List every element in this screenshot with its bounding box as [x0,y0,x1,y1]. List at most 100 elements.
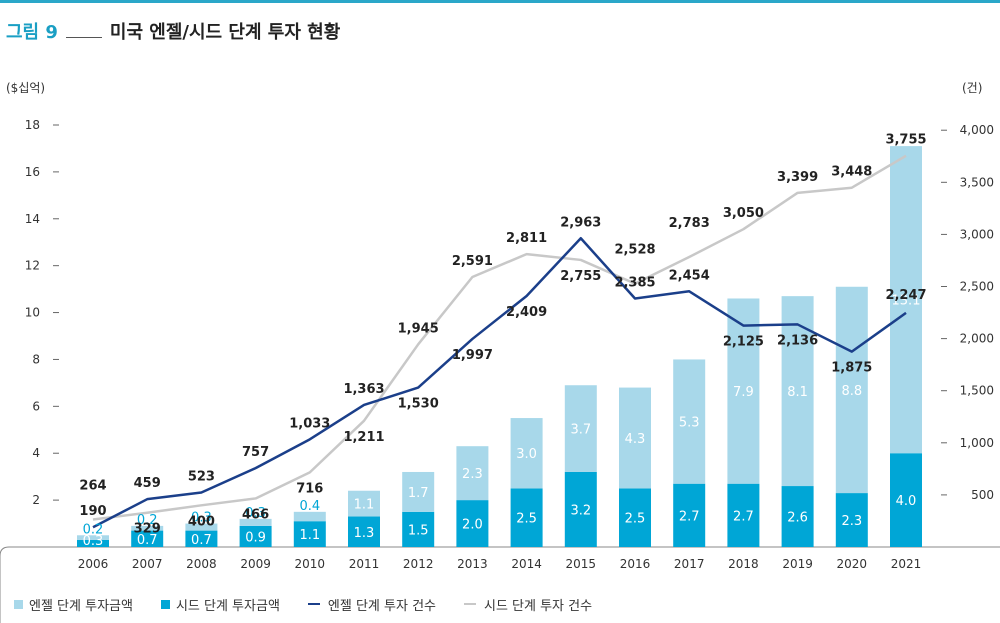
seed-bar-label: 2.7 [733,509,754,524]
angel-count-label: 1,530 [398,397,439,412]
right-axis-unit: (건) [962,81,982,95]
seed-bar-label: 2.0 [462,518,483,533]
labels-layer: 0.30.20.70.20.70.30.90.31.10.41.31.11.51… [79,133,926,549]
seed-bar [348,516,380,547]
x-tick-label: 2018 [728,557,759,571]
seed-bar [456,500,489,547]
x-tick-label: 2020 [837,557,868,571]
angel-bar [131,525,164,531]
legend-label-seed-count: 시드 단계 투자 건수 [483,598,593,614]
angel-bar-label: 8.1 [787,385,808,400]
angel-count-label: 2,247 [885,288,926,303]
seed-bar-label: 3.2 [570,503,591,518]
angel-bar [835,286,868,494]
seed-count-label: 1,211 [343,430,384,445]
left-tick-label: 16 [25,165,40,179]
seed-bar-label: 0.3 [83,534,104,549]
legend-swatch-seed-bar [160,599,170,609]
angel-bar [77,535,109,540]
bars-layer [77,146,922,547]
seed-bar-label: 1.3 [354,526,375,541]
left-tick-label: 14 [25,212,40,226]
right-tick-label: 1,000 [960,436,994,450]
right-tick-label: 2,500 [960,280,994,294]
right-tick-label: 500 [971,488,994,502]
angel-bar [293,511,326,522]
x-tick-label: 2010 [295,557,326,571]
seed-bar-label: 0.9 [245,530,266,545]
top-accent-rule [0,0,1000,3]
angel-bar [727,298,760,484]
lines-layer [92,154,907,529]
seed-count-label: 2,755 [560,269,601,284]
angel-count-label: 1,997 [452,348,493,363]
seed-count-label: 3,050 [723,206,764,221]
angel-bar-label: 13.1 [892,294,921,309]
seed-count-label: 264 [79,478,106,493]
seed-count-label: 329 [134,522,161,537]
legend-item-seed-amount: 시드 단계 투자금액 [160,595,280,614]
seed-bar [239,525,272,547]
seed-bar [510,488,543,547]
left-tick-label: 18 [25,118,40,132]
legend-swatch-angel-line [307,603,320,605]
chart-legend: 엔젤 단계 투자금액 시드 단계 투자금액 엔젤 단계 투자 건수 시드 단계 … [0,593,606,615]
seed-bar [727,483,760,547]
angel-bar-label: 1.7 [408,486,429,501]
angel-bar [673,359,706,484]
seed-count-label: 400 [188,514,215,529]
x-tick-label: 2016 [620,557,651,571]
angel-bar-label: 8.8 [841,384,862,399]
angel-bar-label: 7.9 [733,385,754,400]
left-tick-label: 8 [32,352,40,366]
angel-bar [781,296,814,487]
right-tick-label: 3,000 [960,227,994,241]
angel-count-label: 2,963 [560,215,601,230]
left-tick-label: 6 [32,399,40,413]
angel-bar-label: 5.3 [679,416,700,431]
left-tick-label: 12 [25,259,40,273]
angel-count-line [92,237,907,529]
seed-bar-label: 2.7 [679,509,700,524]
seed-count-label: 2,591 [452,254,493,269]
x-tick-label: 2017 [674,557,705,571]
angel-bar-label: 0.2 [83,522,104,537]
angel-bar [348,490,380,517]
angel-bar-label: 3.7 [570,423,591,438]
plot-frame [0,546,1000,623]
seed-bar-label: 4.0 [896,494,917,509]
x-tick-label: 2012 [403,557,434,571]
angel-count-label: 2,136 [777,333,818,348]
angel-bar-label: 2.3 [462,467,483,482]
legend-swatch-seed-line [463,603,476,605]
seed-bar [673,483,706,547]
angel-count-label: 1,875 [831,361,872,376]
seed-count-label: 3,448 [831,165,872,180]
seed-bar-label: 0.7 [191,533,212,548]
angel-bar [890,146,922,454]
angel-count-label: 459 [134,476,161,491]
legend-label-angel-amount: 엔젤 단계 투자금액 [29,598,133,614]
x-tick-label: 2006 [78,557,109,571]
legend-label-seed-amount: 시드 단계 투자금액 [175,598,280,614]
x-tick-label: 2011 [349,557,380,571]
left-axis-unit: ($십억) [6,81,45,95]
angel-count-label: 757 [242,445,269,460]
seed-bar-label: 2.5 [516,512,537,527]
seed-count-label: 1,945 [398,321,439,336]
seed-bar [781,486,814,547]
angel-bar-label: 4.3 [625,432,646,447]
x-tick-label: 2008 [186,557,217,571]
seed-bar-label: 1.1 [299,528,320,543]
seed-count-label: 2,528 [614,243,655,258]
seed-bar [77,539,109,547]
figure-title-row: 그림 9 미국 엔젤/시드 단계 투자 현황 [6,18,340,44]
title-underline [65,36,102,38]
angel-bar-label: 0.3 [245,506,266,521]
angel-bar [564,385,597,472]
x-tick-label: 2009 [240,557,271,571]
legend-swatch-angel-bar [14,599,23,609]
seed-count-label: 716 [296,481,323,496]
right-tick-label: 1,500 [960,384,994,398]
seed-bar [890,453,922,547]
